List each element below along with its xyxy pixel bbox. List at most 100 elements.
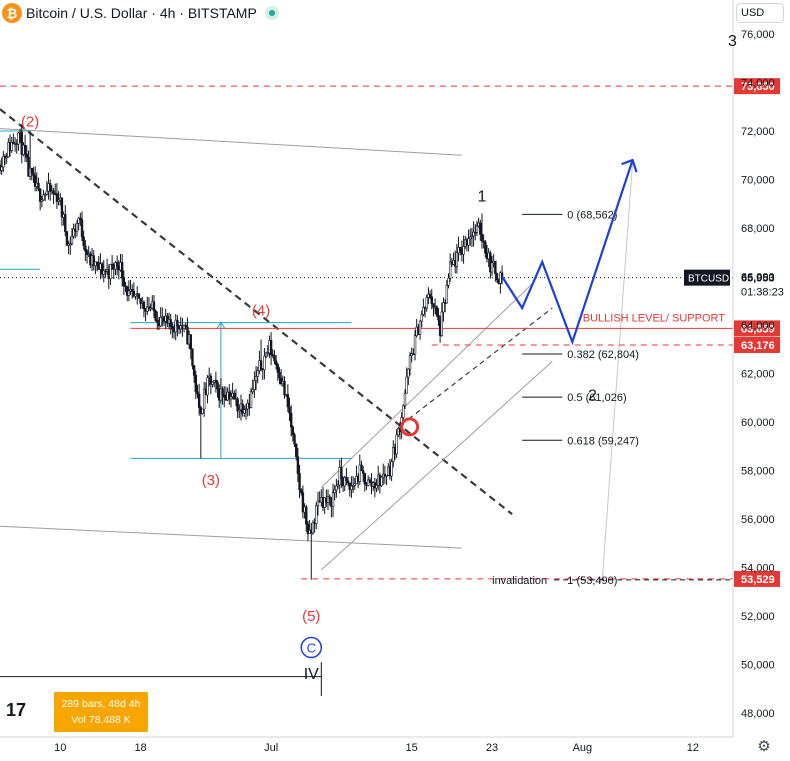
lower-rising-channel-line xyxy=(320,361,553,571)
y-tick-label: 56,000 xyxy=(741,514,775,526)
y-tick-label: 68,000 xyxy=(741,223,775,235)
wave-label: (4) xyxy=(252,302,270,319)
candle-body xyxy=(228,391,231,400)
breakout-circle-marker xyxy=(400,417,420,437)
candle-body xyxy=(82,236,85,246)
candle-body xyxy=(2,155,5,168)
candle-body xyxy=(94,261,97,266)
candle-body xyxy=(229,396,233,400)
candle-body xyxy=(184,324,187,328)
candle-body xyxy=(77,217,80,224)
corner-numeral: 3 xyxy=(728,33,737,50)
candle-body xyxy=(64,214,67,232)
candle-body xyxy=(340,466,343,480)
candle-body xyxy=(269,340,273,355)
upper-channel-line xyxy=(0,128,462,156)
candle-body xyxy=(293,434,296,445)
candle-body xyxy=(52,190,55,194)
fib-level-label: 0.618 (59,247) xyxy=(567,435,639,447)
candle-body xyxy=(475,225,479,233)
candle-body xyxy=(360,464,363,471)
last-price-value: 65,953 xyxy=(741,273,775,285)
candle-body xyxy=(286,394,290,408)
candle-body xyxy=(390,461,393,477)
candle-body xyxy=(176,319,179,327)
y-tick-label: 60,000 xyxy=(741,417,775,429)
candle-body xyxy=(484,241,487,254)
price-level-text: BULLISH LEVEL/ SUPPORT xyxy=(583,312,726,324)
price-level-value: 63,859 xyxy=(741,323,775,335)
candle-body xyxy=(472,231,475,237)
candle-body xyxy=(266,352,269,355)
candle-body xyxy=(10,141,13,151)
y-tick-label: 50,000 xyxy=(741,660,775,672)
candle-body xyxy=(392,447,395,463)
candle-body xyxy=(375,485,378,489)
candle-body xyxy=(418,320,422,335)
price-level-tag xyxy=(734,320,780,337)
candle-body xyxy=(211,381,214,385)
candle-body xyxy=(316,500,320,507)
candle-body xyxy=(154,310,157,321)
candle-body xyxy=(38,188,42,202)
candle-body xyxy=(358,464,362,483)
candles-layer xyxy=(0,124,504,580)
candle-body xyxy=(301,492,305,513)
candle-body xyxy=(430,296,433,304)
volume-value: Vol 78.488 K xyxy=(71,714,131,726)
price-level-tag xyxy=(734,336,780,353)
candle-body xyxy=(132,291,136,297)
candle-body xyxy=(17,132,20,145)
market-status-icon xyxy=(264,6,279,20)
wave-label: IV xyxy=(304,666,319,683)
candle-body xyxy=(448,261,452,279)
candle-body xyxy=(361,470,365,474)
price-level-tag xyxy=(734,570,780,587)
candle-body xyxy=(420,314,423,322)
gear-icon[interactable]: ⚙ xyxy=(757,738,771,755)
candle-body xyxy=(20,131,23,155)
candle-body xyxy=(191,348,194,366)
candle-body xyxy=(194,374,198,393)
symbol-title[interactable]: Bitcoin / U.S. Dollar · 4h · BITSTAMP xyxy=(26,5,257,21)
candle-body xyxy=(57,199,60,202)
candle-body xyxy=(470,235,474,238)
candle-body xyxy=(95,261,99,264)
candle-body xyxy=(385,474,388,477)
y-tick-label: 72,000 xyxy=(741,126,775,138)
x-tick-label: 12 xyxy=(687,742,699,754)
candle-body xyxy=(462,246,465,255)
candle-body xyxy=(331,492,335,507)
candle-body xyxy=(278,372,281,379)
candle-body xyxy=(305,506,308,525)
fib-note: invalidation xyxy=(492,575,547,587)
candle-body xyxy=(495,273,499,281)
candle-body xyxy=(80,219,84,238)
candle-body xyxy=(259,360,263,370)
x-tick-label: 15 xyxy=(406,742,418,754)
candle-body xyxy=(490,262,494,273)
candle-body xyxy=(120,262,124,279)
candle-body xyxy=(75,223,79,232)
tradingview-logo-icon[interactable]: 17 xyxy=(6,700,27,720)
fib-level-label: 0.382 (62,804) xyxy=(567,349,639,361)
candle-body xyxy=(92,255,95,266)
candle-body xyxy=(40,199,44,202)
cyan-arrow-head xyxy=(216,321,226,329)
currency-selector[interactable]: USD xyxy=(736,3,784,23)
candle-body xyxy=(202,388,206,410)
info-box: 289 bars, 48d 4h Vol 78.488 K xyxy=(54,692,148,732)
candle-body xyxy=(467,238,470,246)
candle-body xyxy=(69,243,72,245)
projection-path xyxy=(501,159,634,346)
candle-body xyxy=(197,393,201,408)
candle-body xyxy=(254,376,258,382)
y-tick-label: 76,000 xyxy=(741,29,775,41)
mid-rising-channel-line xyxy=(401,307,553,425)
candle-body xyxy=(152,301,156,312)
candle-body xyxy=(249,391,253,408)
candle-body xyxy=(72,228,75,237)
price-level-tag xyxy=(734,78,780,95)
candle-body xyxy=(146,306,149,312)
